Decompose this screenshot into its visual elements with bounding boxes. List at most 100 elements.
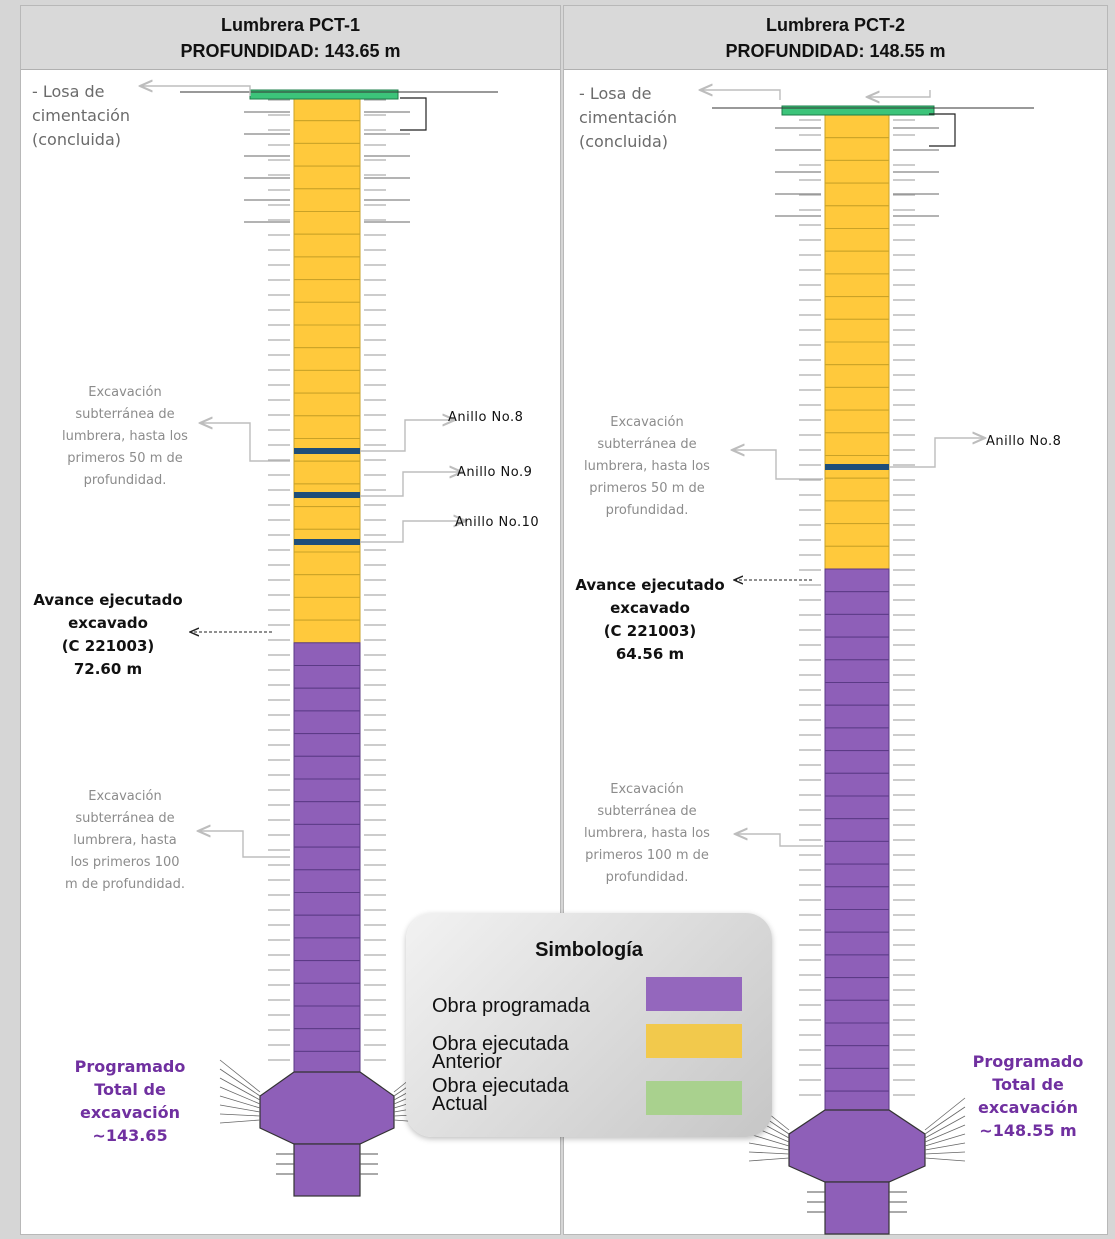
programmed-segment — [824, 999, 890, 1024]
programmed-segment — [824, 704, 890, 729]
programmed-line: Total de — [992, 1075, 1064, 1094]
ring-band — [294, 492, 360, 498]
note-line: - Losa de — [579, 84, 652, 103]
executed-segment — [293, 120, 361, 144]
programmed-segment — [824, 977, 890, 1001]
executed-segment — [293, 301, 361, 326]
losa-note: - Losa de cimentación (concluida) — [32, 80, 130, 152]
excavation-note-50m: Excavación subterránea de lumbrera, hast… — [54, 382, 196, 492]
rock-hatch — [748, 1142, 790, 1151]
advance-line: excavado — [610, 599, 690, 617]
rock-hatch — [924, 1124, 966, 1143]
programmed-segment — [824, 636, 890, 661]
programmed-line: ~148.55 m — [979, 1121, 1077, 1140]
note-line: Excavación — [88, 385, 162, 400]
legend-label-executed-previous: Obra ejecutada Anterior — [432, 1034, 569, 1073]
legend-label-line: Actual — [432, 1093, 488, 1115]
executed-segment — [824, 545, 890, 570]
programmed-segment — [293, 1028, 361, 1052]
ring-label: Anillo No.8 — [986, 434, 1062, 449]
note-line: (concluida) — [32, 130, 121, 149]
executed-segment — [293, 506, 361, 530]
leader-arrow — [198, 831, 290, 858]
legend-label-executed-current: Obra ejecutada Actual — [432, 1075, 569, 1115]
programmed-segment — [293, 778, 361, 803]
ring-label: Anillo No.10 — [455, 515, 540, 530]
programmed-segment — [824, 954, 890, 979]
programmed-segment — [293, 892, 361, 916]
panel-header-pct2: Lumbrera PCT-2 PROFUNDIDAD: 148.55 m — [564, 6, 1107, 70]
advance-line: (C 221003) — [61, 637, 155, 655]
executed-segment — [824, 477, 890, 502]
leader-arrow — [700, 90, 781, 100]
programmed-line: Total de — [94, 1080, 166, 1099]
legend-label-line: Anterior — [432, 1051, 503, 1073]
programmed-segment — [293, 982, 361, 1007]
programmed-total-pct1: Programado Total de excavación ~143.65 — [50, 1055, 210, 1147]
leader-arrow — [200, 423, 290, 462]
legend-label-line: Obra ejecutada — [432, 1075, 569, 1097]
programmed-segment — [293, 801, 361, 825]
panel-header-pct1: Lumbrera PCT-1 PROFUNDIDAD: 143.65 m — [21, 6, 560, 70]
programmed-line: excavación — [977, 1098, 1079, 1117]
programmed-segment — [824, 772, 890, 797]
note-line: profundidad. — [605, 503, 689, 518]
executed-segment — [824, 296, 890, 320]
rock-hatch — [748, 1133, 790, 1147]
note-line: (concluida) — [579, 132, 668, 151]
advance-label-pct2: Avance ejecutado excavado (C 221003) 64.… — [566, 574, 734, 666]
rock-hatch — [924, 1142, 966, 1151]
rock-hatch — [924, 1097, 966, 1131]
bottom-stub — [824, 1181, 890, 1235]
programmed-segment — [293, 1050, 361, 1073]
executed-segment — [824, 318, 890, 343]
leader-arrow — [360, 472, 462, 497]
executed-segment — [293, 574, 361, 598]
executed-segment — [293, 347, 361, 371]
programmed-segment — [293, 937, 361, 962]
programmed-segment — [824, 863, 890, 888]
programmed-segment — [824, 568, 890, 593]
bottom-chamber — [788, 1109, 926, 1183]
rock-hatch — [924, 1157, 966, 1162]
advance-line: Avance ejecutado — [33, 591, 183, 609]
executed-segment — [824, 159, 890, 184]
executed-segment — [824, 409, 890, 434]
programmed-segment — [824, 1067, 890, 1092]
leader-arrow — [140, 86, 251, 96]
leader-arrow — [867, 90, 931, 97]
note-line: primeros 50 m de — [589, 481, 705, 496]
note-line: los primeros 100 — [70, 855, 180, 870]
executed-segment — [293, 596, 361, 621]
programmed-segment — [824, 591, 890, 615]
leader-arrow — [732, 450, 823, 480]
executed-segment — [293, 324, 361, 349]
executed-segment — [824, 500, 890, 525]
rock-hatch — [219, 1119, 261, 1124]
ring-label: Anillo No.9 — [457, 465, 533, 480]
note-line: Excavación — [610, 782, 684, 797]
note-line: Excavación — [88, 789, 162, 804]
excavation-note-100m: Excavación subterránea de lumbrera, hast… — [54, 786, 196, 896]
bottom-chamber — [259, 1071, 395, 1145]
panel-pct1: Lumbrera PCT-1 PROFUNDIDAD: 143.65 m — [20, 5, 561, 1235]
advance-line: 64.56 m — [615, 645, 685, 663]
programmed-segment — [824, 1090, 890, 1111]
foundation-slab — [781, 105, 935, 116]
executed-segment — [293, 551, 361, 576]
shaft-title: Lumbrera PCT-2 — [765, 15, 906, 35]
executed-segment — [293, 211, 361, 235]
excavation-note-100m: Excavación subterránea de lumbrera, hast… — [568, 779, 726, 889]
bottom-stub — [293, 1143, 361, 1197]
executed-segment — [293, 415, 361, 439]
note-line: - Losa de — [32, 82, 105, 101]
ring-band — [825, 464, 889, 470]
advance-line: (C 221003) — [603, 622, 697, 640]
losa-note: - Losa de cimentación (concluida) — [579, 82, 677, 154]
programmed-segment — [824, 886, 890, 910]
programmed-segment — [293, 687, 361, 712]
programmed-segment — [824, 682, 890, 706]
note-line: lumbrera, hasta — [73, 833, 177, 848]
advance-line: excavado — [68, 614, 148, 632]
executed-segment — [824, 386, 890, 411]
